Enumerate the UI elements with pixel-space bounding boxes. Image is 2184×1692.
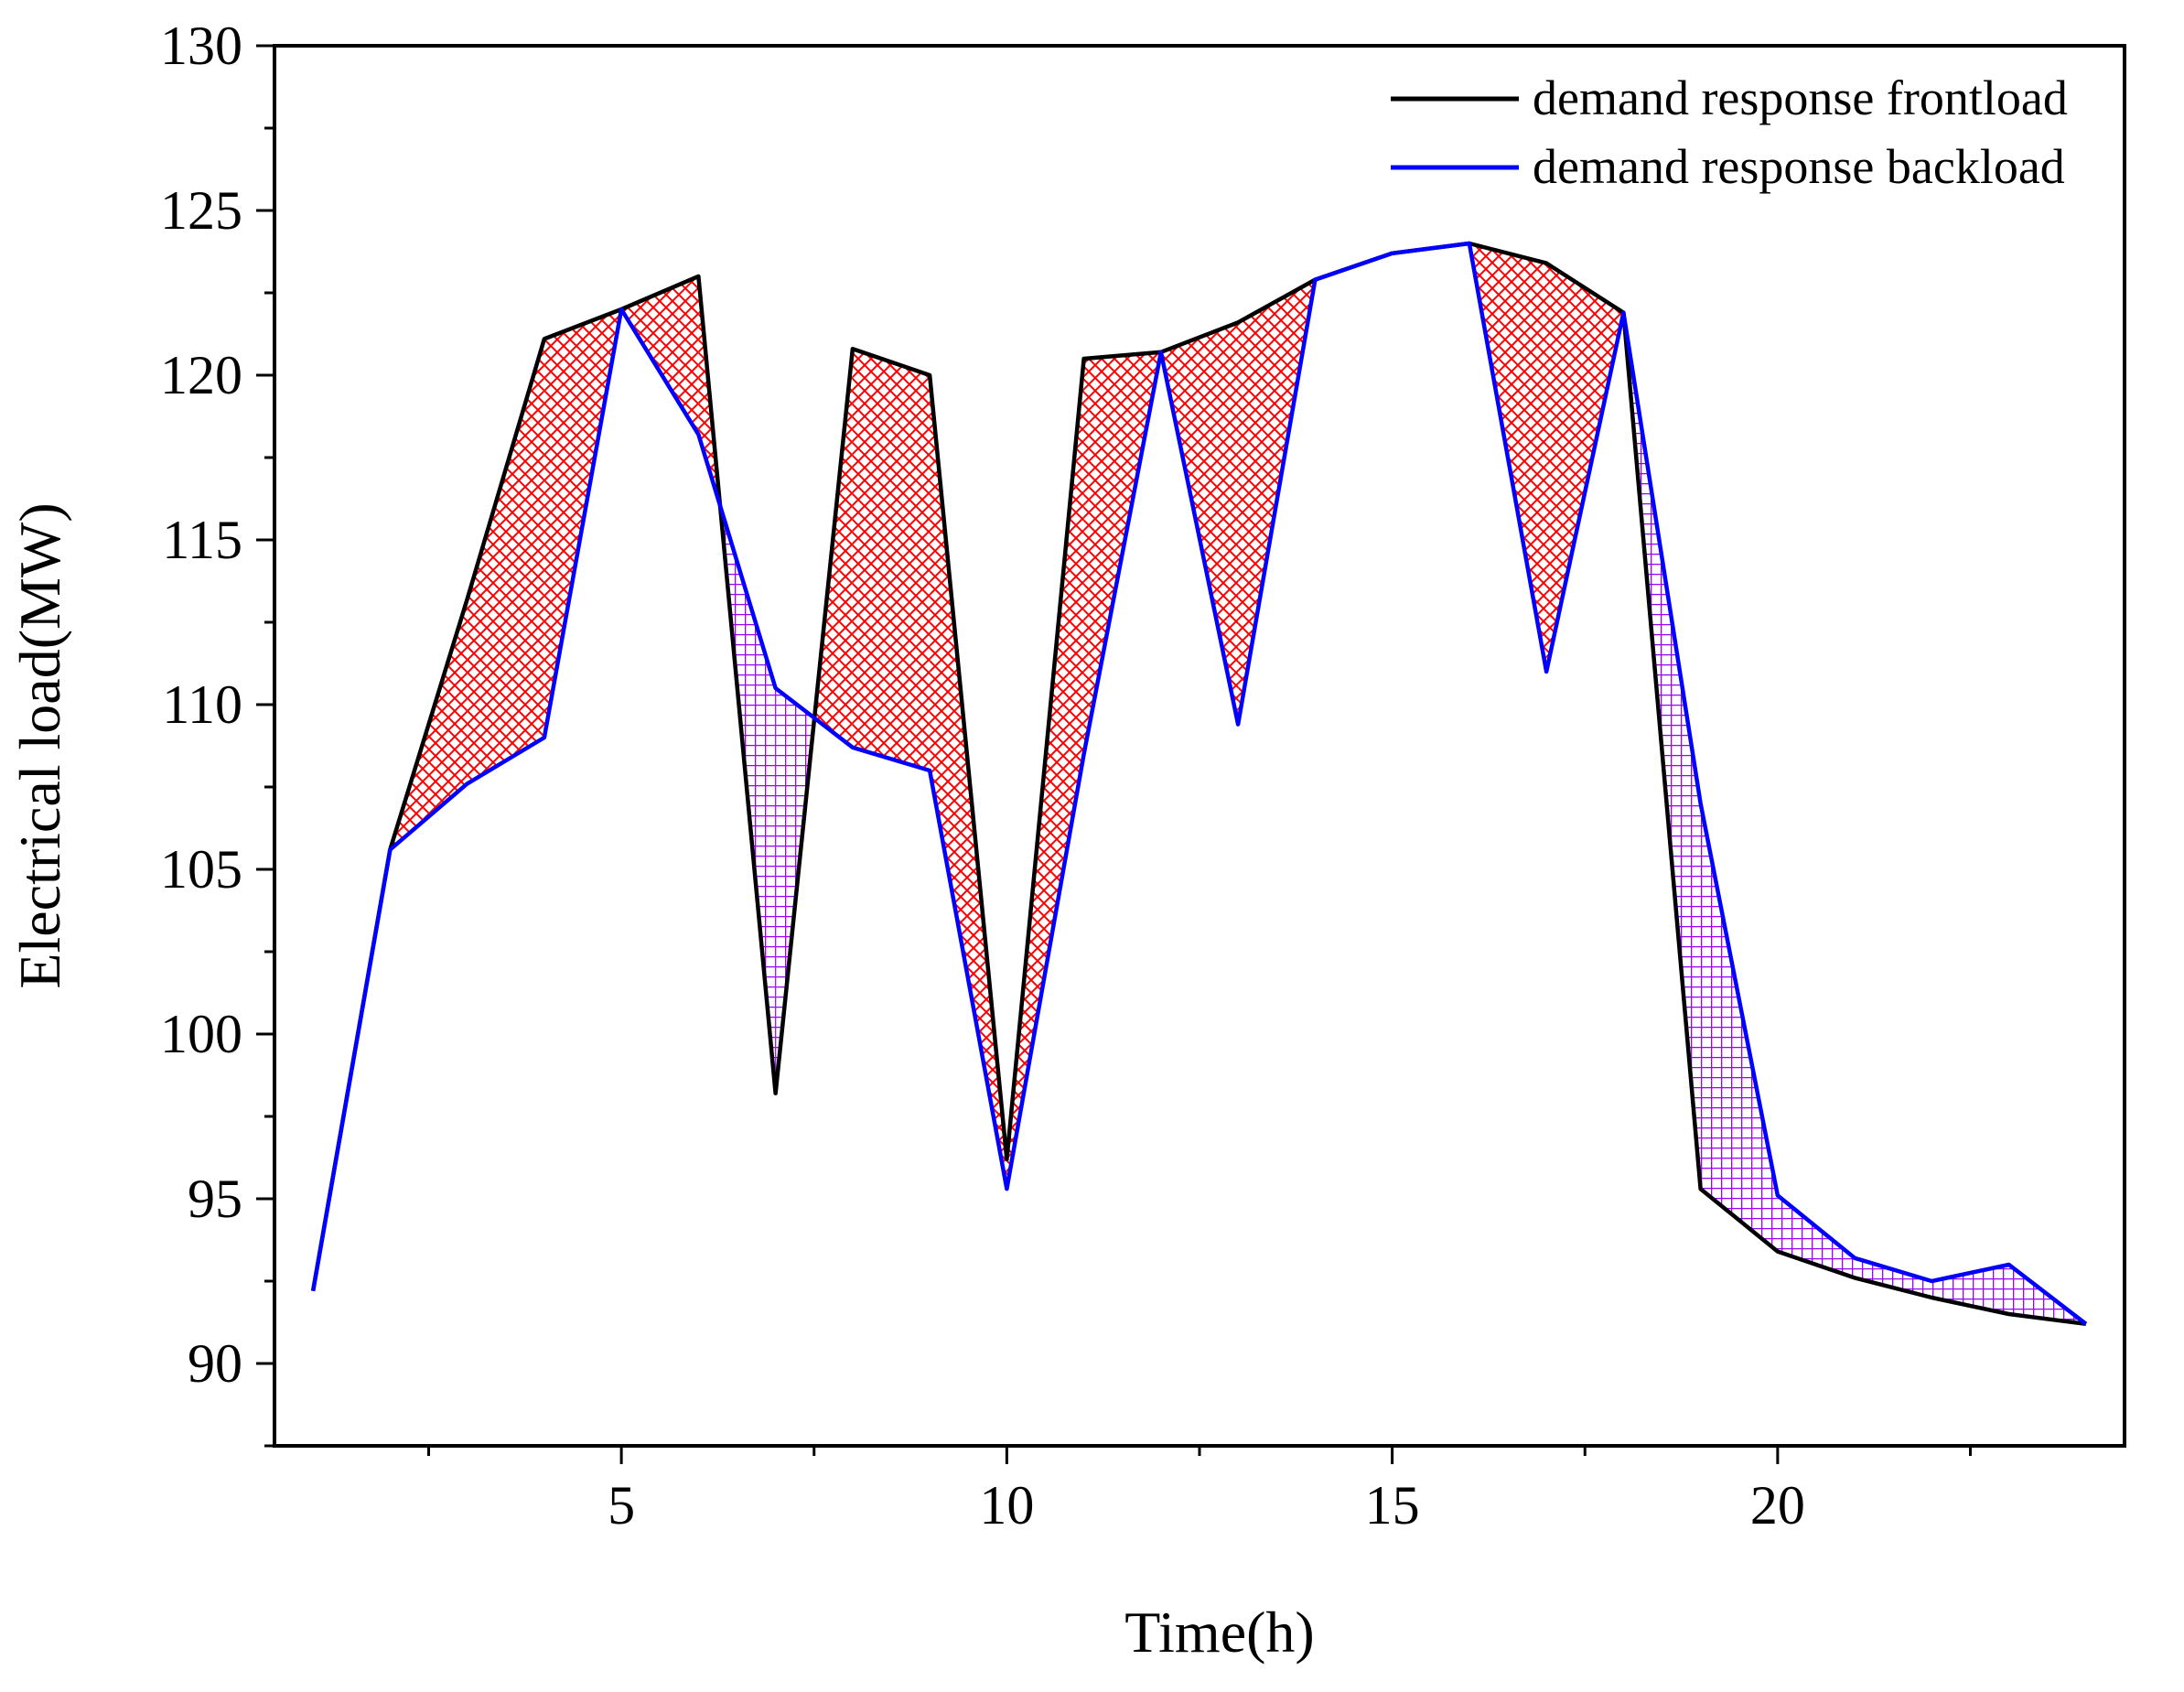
y-tick-label: 120 [160, 345, 242, 405]
series-lines [310, 241, 2088, 1327]
y-tick-label: 95 [188, 1169, 242, 1229]
legend-label-frontload: demand response frontload [1533, 70, 2068, 125]
y-axis-title: Electrical load(MW) [7, 502, 72, 988]
x-axis-title: Time(h) [1124, 1600, 1314, 1665]
x-tick-label: 20 [1750, 1475, 1805, 1536]
y-tick-label: 100 [160, 1004, 242, 1064]
backload-excess-area [1855, 1257, 1932, 1298]
difference-fills [390, 243, 2086, 1324]
legend-label-backload: demand response backload [1533, 139, 2065, 194]
y-tick-label: 105 [160, 839, 242, 900]
plot-frame [273, 44, 2126, 1448]
x-tick-labels: 5 10 15 20 [608, 1475, 1805, 1536]
axis-ticks [256, 44, 1972, 1464]
frontload-excess-area [621, 276, 699, 435]
y-tick-label: 130 [160, 16, 242, 76]
frontload-excess-area [852, 349, 931, 771]
backload-series-line [310, 241, 2088, 1326]
y-tick-labels: 90 95 100 105 110 115 120 125 130 [160, 16, 242, 1394]
y-tick-label: 125 [160, 180, 242, 241]
x-tick-label: 10 [979, 1475, 1034, 1536]
y-tick-label: 90 [188, 1333, 242, 1394]
y-tick-label: 115 [162, 510, 242, 570]
frontload-series-line [310, 241, 2087, 1327]
frontload-excess-area [1546, 263, 1624, 672]
x-tick-label: 5 [608, 1475, 635, 1536]
frontload-excess-area [467, 339, 544, 784]
backload-excess-area [1700, 803, 1778, 1252]
x-tick-label: 15 [1365, 1475, 1420, 1536]
y-tick-label: 110 [162, 674, 242, 735]
legend: demand response frontload demand respons… [1391, 70, 2068, 194]
